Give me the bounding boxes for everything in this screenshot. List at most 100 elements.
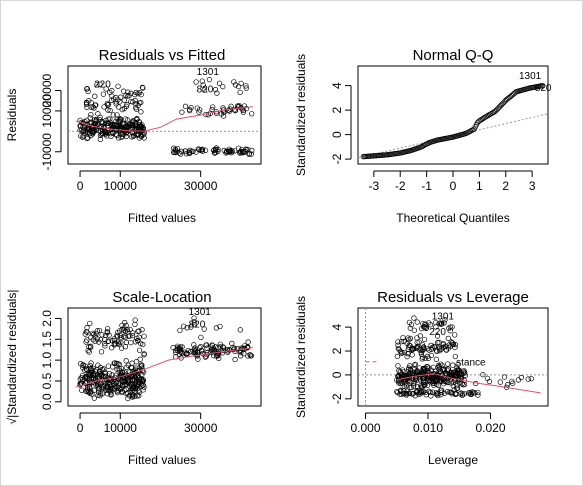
- data-point: [84, 329, 90, 335]
- data-point: [518, 374, 525, 381]
- y-tick-label: 0.0: [40, 393, 54, 410]
- data-point: [416, 365, 423, 371]
- data-point: [436, 320, 442, 327]
- x-tick-label: 0.010: [413, 421, 443, 435]
- data-point: [125, 395, 131, 402]
- data-point: [130, 371, 136, 377]
- data-point: [101, 104, 107, 110]
- data-point: [421, 324, 427, 330]
- data-point: [209, 342, 215, 348]
- data-point: [198, 347, 205, 354]
- y-tick-label: -2: [330, 393, 344, 404]
- data-point: [101, 128, 107, 135]
- data-point: [125, 380, 132, 386]
- data-point: [141, 129, 147, 135]
- data-point: [426, 388, 432, 394]
- data-point: [217, 341, 223, 347]
- plot-box: [357, 65, 549, 165]
- data-point: [116, 341, 122, 347]
- data-point: [105, 101, 112, 108]
- y-tick-label: 0: [330, 371, 344, 378]
- data-point: [78, 123, 84, 129]
- data-point: [192, 348, 198, 354]
- data-point: [191, 315, 197, 321]
- data-point: [198, 334, 204, 341]
- data-point: [121, 333, 127, 340]
- data-point: [132, 317, 138, 323]
- data-point: [98, 119, 104, 126]
- data-point: [130, 392, 136, 398]
- data-point: [411, 362, 418, 368]
- data-point: [182, 103, 189, 109]
- data-point: [404, 353, 410, 360]
- data-point: [451, 387, 457, 393]
- data-point: [232, 356, 238, 363]
- outlier-label: 1301: [197, 67, 220, 78]
- data-point: [509, 378, 515, 385]
- data-point: [421, 346, 427, 352]
- data-point: [407, 373, 413, 379]
- y-tick-label: 4: [330, 82, 344, 89]
- data-point: [115, 361, 121, 367]
- data-point: [199, 146, 206, 152]
- data-point: [209, 346, 215, 352]
- y-tick-label: -2: [330, 153, 344, 164]
- data-point: [108, 130, 114, 137]
- data-point: [130, 133, 137, 140]
- data-point: [436, 364, 443, 370]
- data-point: [397, 369, 403, 375]
- data-point: [410, 390, 416, 397]
- data-point: [126, 122, 133, 128]
- data-point: [399, 350, 405, 356]
- data-point: [114, 390, 121, 396]
- data-point: [107, 119, 113, 125]
- data-point: [401, 338, 407, 345]
- data-point: [130, 385, 137, 391]
- data-point: [116, 338, 122, 345]
- data-point: [89, 330, 96, 337]
- data-point: [136, 90, 143, 96]
- data-point: [433, 391, 440, 397]
- data-point: [501, 374, 508, 380]
- data-point: [114, 112, 120, 118]
- data-point: [86, 349, 92, 355]
- data-point: [458, 371, 465, 378]
- data-point: [108, 391, 114, 397]
- data-point: [87, 370, 93, 376]
- data-point: [245, 339, 251, 345]
- data-point: [202, 354, 209, 360]
- data-point: [413, 377, 420, 384]
- data-point: [84, 104, 90, 110]
- data-point: [437, 348, 443, 354]
- data-point: [461, 391, 468, 397]
- data-point: [176, 345, 182, 351]
- data-point: [91, 395, 97, 401]
- data-point: [434, 333, 441, 339]
- data-point: [83, 388, 89, 394]
- data-point: [407, 366, 414, 372]
- data-point: [227, 347, 233, 353]
- data-point: [407, 384, 413, 391]
- data-point: [406, 319, 413, 326]
- panel-scale-location: Scale-Location Fitted values √|Standardi…: [5, 289, 262, 467]
- x-tick-label: -1: [421, 179, 432, 193]
- data-point: [133, 119, 139, 126]
- data-point: [82, 375, 88, 381]
- data-point: [395, 363, 401, 369]
- data-point: [203, 342, 210, 348]
- plot-box: [67, 307, 262, 407]
- data-point: [443, 347, 450, 353]
- data-point: [430, 378, 436, 384]
- data-point: [468, 391, 474, 397]
- x-axis-label: Fitted values: [128, 453, 196, 467]
- data-point: [395, 345, 402, 352]
- data-point: [428, 393, 434, 399]
- data-point: [186, 107, 193, 114]
- data-point: [123, 386, 129, 392]
- data-point: [223, 150, 229, 156]
- data-point: [105, 338, 112, 344]
- data-point: [445, 361, 451, 367]
- data-point: [212, 349, 218, 355]
- data-point: [226, 146, 233, 152]
- data-point: [80, 133, 87, 139]
